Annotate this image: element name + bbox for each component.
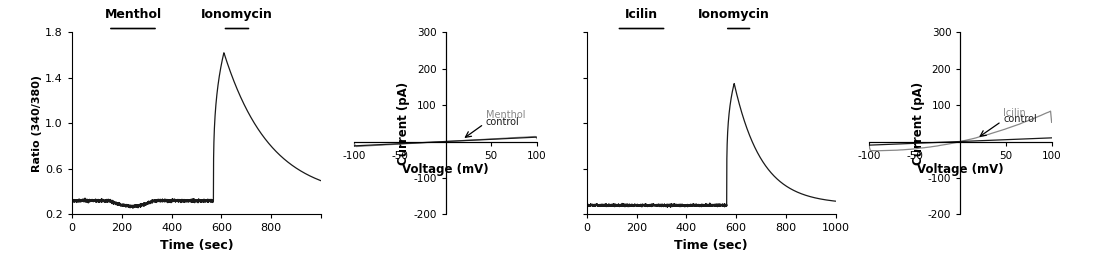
Y-axis label: Current (pA): Current (pA) (912, 82, 925, 165)
Text: Icilin: Icilin (1003, 108, 1026, 118)
Y-axis label: Current (pA): Current (pA) (397, 82, 411, 165)
Text: Icilin: Icilin (625, 8, 658, 21)
X-axis label: Time (sec): Time (sec) (674, 239, 748, 252)
Text: Menthol: Menthol (486, 110, 525, 120)
Y-axis label: Ratio (340/380): Ratio (340/380) (32, 75, 42, 172)
Text: control: control (486, 117, 519, 127)
X-axis label: Voltage (mV): Voltage (mV) (917, 163, 1004, 176)
Text: control: control (1003, 114, 1037, 124)
Text: Ionomycin: Ionomycin (697, 8, 769, 21)
X-axis label: Time (sec): Time (sec) (159, 239, 234, 252)
Text: Ionomycin: Ionomycin (200, 8, 272, 21)
X-axis label: Voltage (mV): Voltage (mV) (402, 163, 489, 176)
Text: Menthol: Menthol (104, 8, 162, 21)
